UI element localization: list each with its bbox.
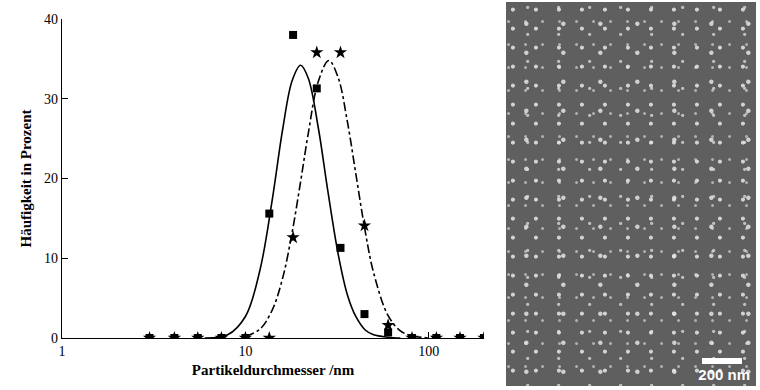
html-text:200 nm: 200 nm [698, 366, 750, 383]
svg-text:30: 30 [44, 92, 58, 107]
svg-text:Partikeldurchmesser /nm: Partikeldurchmesser /nm [192, 362, 355, 378]
svg-text:40: 40 [44, 12, 58, 27]
svg-text:20: 20 [44, 171, 58, 186]
svg-text:Häufigkeit in Prozent: Häufigkeit in Prozent [18, 109, 34, 247]
svg-text:100: 100 [418, 344, 439, 359]
svg-text:1: 1 [59, 344, 66, 359]
svg-text:0: 0 [51, 331, 58, 346]
svg-text:10: 10 [238, 344, 252, 359]
svg-text:10: 10 [44, 251, 58, 266]
